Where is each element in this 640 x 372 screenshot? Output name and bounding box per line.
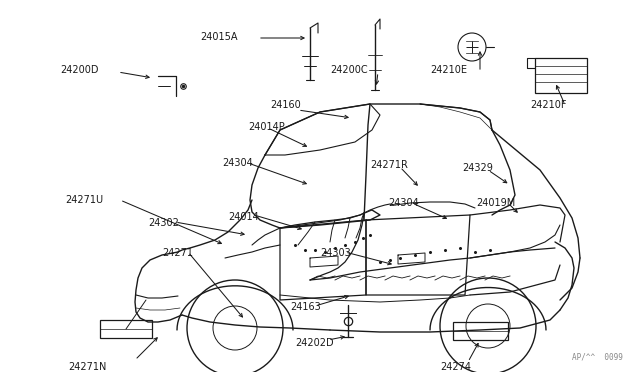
Text: 24271U: 24271U <box>65 195 103 205</box>
Text: AP/^^  0099: AP/^^ 0099 <box>572 353 623 362</box>
Text: 24271: 24271 <box>162 248 193 258</box>
Text: 24304: 24304 <box>222 158 253 168</box>
Bar <box>535 58 587 93</box>
Text: 24019M: 24019M <box>476 198 515 208</box>
Text: 24304: 24304 <box>388 198 419 208</box>
Text: 24274: 24274 <box>440 362 471 372</box>
Text: 24303: 24303 <box>320 248 351 258</box>
Text: 24163: 24163 <box>290 302 321 312</box>
Text: 24200C: 24200C <box>330 65 367 75</box>
Bar <box>100 320 152 338</box>
Text: 24329: 24329 <box>462 163 493 173</box>
Text: 24202D: 24202D <box>295 338 333 348</box>
Text: 24160: 24160 <box>270 100 301 110</box>
Text: 24271N: 24271N <box>68 362 106 372</box>
Text: 24302: 24302 <box>148 218 179 228</box>
Text: 24271R: 24271R <box>370 160 408 170</box>
Text: 24014P: 24014P <box>248 122 285 132</box>
Text: 24210E: 24210E <box>430 65 467 75</box>
Text: 24200D: 24200D <box>60 65 99 75</box>
Text: 24015A: 24015A <box>200 32 237 42</box>
Text: 24210F: 24210F <box>530 100 566 110</box>
Bar <box>453 322 508 340</box>
Text: 24014: 24014 <box>228 212 259 222</box>
